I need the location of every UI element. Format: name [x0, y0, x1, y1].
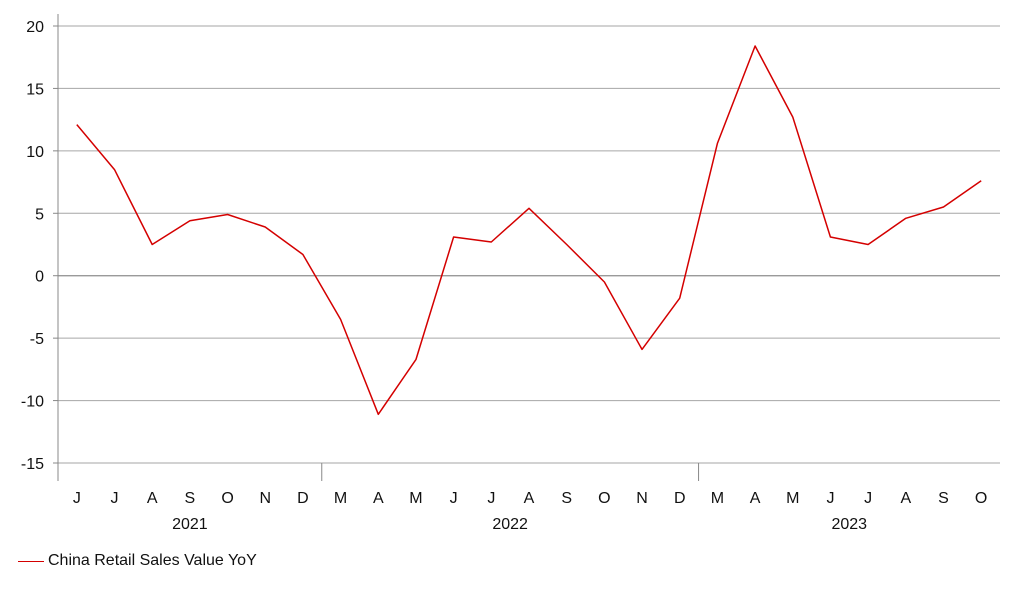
- x-tick-label: D: [674, 490, 686, 507]
- x-tick-label: S: [185, 490, 196, 507]
- x-tick-label: J: [487, 490, 495, 507]
- x-tick-label: O: [598, 490, 610, 507]
- x-year-label: 2021: [172, 516, 208, 533]
- x-tick-label: N: [259, 490, 271, 507]
- legend-label: China Retail Sales Value YoY: [48, 552, 257, 569]
- x-tick-label: S: [938, 490, 949, 507]
- x-tick-label: S: [561, 490, 572, 507]
- x-tick-label: A: [373, 490, 384, 507]
- grid-lines: [53, 25, 1000, 464]
- x-tick-label: J: [111, 490, 119, 507]
- y-tick-label: -5: [30, 331, 44, 348]
- y-tick-label: 0: [35, 269, 44, 286]
- legend: China Retail Sales Value YoY: [18, 552, 257, 570]
- x-year-label: 2022: [492, 516, 528, 533]
- x-tick-label: J: [826, 490, 834, 507]
- y-tick-label: 20: [26, 19, 44, 36]
- x-tick-label: M: [786, 490, 799, 507]
- y-tick-label: -10: [21, 394, 44, 411]
- x-tick-label: D: [297, 490, 309, 507]
- x-tick-label: J: [864, 490, 872, 507]
- series-line: [76, 45, 982, 416]
- x-tick-label: M: [334, 490, 347, 507]
- x-year-label: 2023: [831, 516, 867, 533]
- y-tick-label: 10: [26, 144, 44, 161]
- x-tick-label: O: [975, 490, 987, 507]
- x-tick-label: A: [900, 490, 911, 507]
- x-tick-label: M: [711, 490, 724, 507]
- x-axis-year-labels: 2021 2022 2023: [172, 516, 867, 533]
- y-tick-label: 15: [26, 81, 44, 98]
- axes: [57, 14, 1000, 481]
- x-tick-label: A: [524, 490, 535, 507]
- x-tick-label: J: [73, 490, 81, 507]
- x-tick-label: J: [450, 490, 458, 507]
- y-axis-tick-labels: -15 -10 -5 0 5 10 15 20: [21, 19, 44, 473]
- series-lines: [76, 45, 982, 416]
- legend-swatch: [18, 560, 44, 562]
- x-tick-label: A: [147, 490, 158, 507]
- x-tick-label: M: [409, 490, 422, 507]
- x-tick-label: N: [636, 490, 648, 507]
- x-tick-label: O: [221, 490, 233, 507]
- x-tick-label: A: [750, 490, 761, 507]
- y-tick-label: 5: [35, 206, 44, 223]
- y-tick-label: -15: [21, 456, 44, 473]
